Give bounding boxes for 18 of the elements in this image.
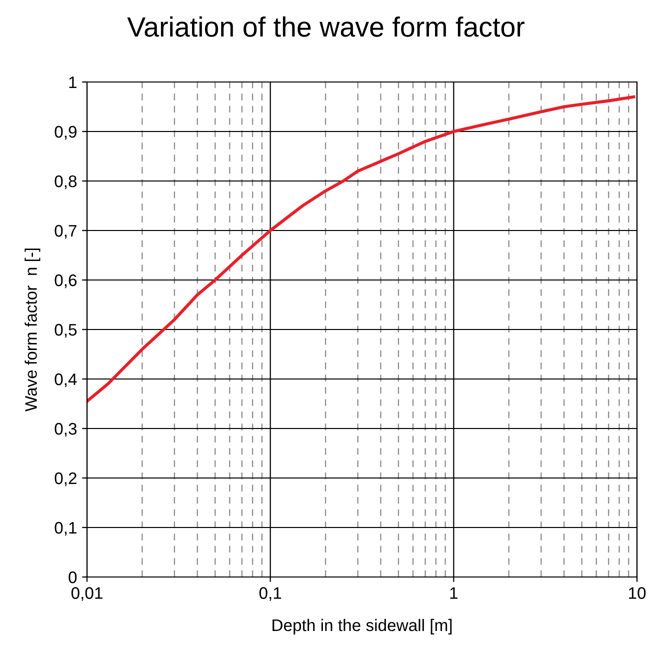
x-tick-label: 10 <box>629 587 646 599</box>
y-tick-label: 1 <box>69 76 76 88</box>
y-tick-label: 0 <box>68 571 77 584</box>
chart-title: Variation of the wave form factor <box>127 16 524 37</box>
x-axis-title: Depth in the sidewall [m] <box>272 618 452 634</box>
x-tick-label: 0,01 <box>71 587 102 601</box>
y-tick-label: 0,8 <box>54 175 77 190</box>
x-tick-label: 0,1 <box>259 587 282 601</box>
y-tick-label: 0,7 <box>54 224 76 239</box>
y-tick-label: 0,3 <box>54 422 77 437</box>
y-tick-label: 0,2 <box>54 472 76 486</box>
y-axis-title: Wave form factor n [-] <box>24 248 40 412</box>
y-tick-label: 0,5 <box>54 324 77 338</box>
y-tick-label: 0,9 <box>54 126 76 140</box>
y-tick-label: 0,6 <box>54 274 77 288</box>
y-tick-label: 0,4 <box>54 373 77 388</box>
y-tick-label: 0,1 <box>54 522 76 536</box>
x-tick-label: 1 <box>450 587 458 599</box>
